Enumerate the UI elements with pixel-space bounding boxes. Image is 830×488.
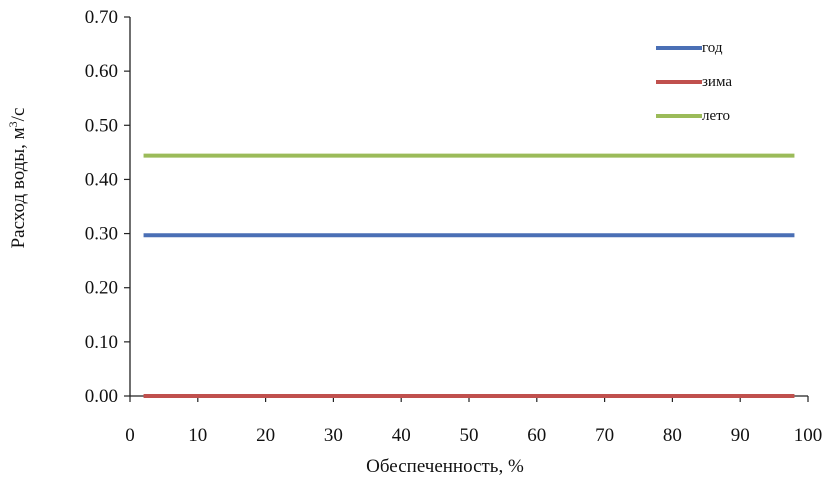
x-tick-label: 80 [663, 425, 682, 446]
x-tick-label: 40 [392, 425, 411, 446]
y-tick-label: 0.70 [85, 7, 118, 28]
y-tick-labels: 0.00 0.10 0.20 0.30 0.40 0.50 0.60 0.70 [85, 7, 118, 407]
legend: год зима лето [656, 40, 732, 124]
x-tick-labels: 0 10 20 30 40 50 60 70 80 90 100 [125, 425, 822, 446]
y-tick-label: 0.50 [85, 115, 118, 136]
legend-label: год [702, 40, 723, 56]
x-axis-label: Обеспеченность, % [366, 456, 524, 477]
x-tick-label: 90 [731, 425, 750, 446]
y-tick-label: 0.00 [85, 386, 118, 407]
y-tick-label: 0.20 [85, 278, 118, 299]
x-tick-label: 50 [460, 425, 479, 446]
legend-label: лето [702, 108, 730, 124]
y-tick-label: 0.60 [85, 61, 118, 82]
y-tick-label: 0.30 [85, 224, 118, 245]
x-tick-label: 30 [324, 425, 343, 446]
series-lines [143, 153, 795, 398]
x-tick-label: 20 [256, 425, 275, 446]
x-tick-label: 70 [595, 425, 614, 446]
y-tick-label: 0.40 [85, 169, 118, 190]
x-tick-label: 60 [527, 425, 546, 446]
legend-label: зима [702, 74, 732, 90]
y-axis-label: Расход воды, м3/с [6, 108, 29, 249]
x-tick-label: 10 [188, 425, 207, 446]
y-tick-label: 0.10 [85, 332, 118, 353]
x-tick-label: 100 [794, 425, 823, 446]
x-tick-label: 0 [125, 425, 135, 446]
